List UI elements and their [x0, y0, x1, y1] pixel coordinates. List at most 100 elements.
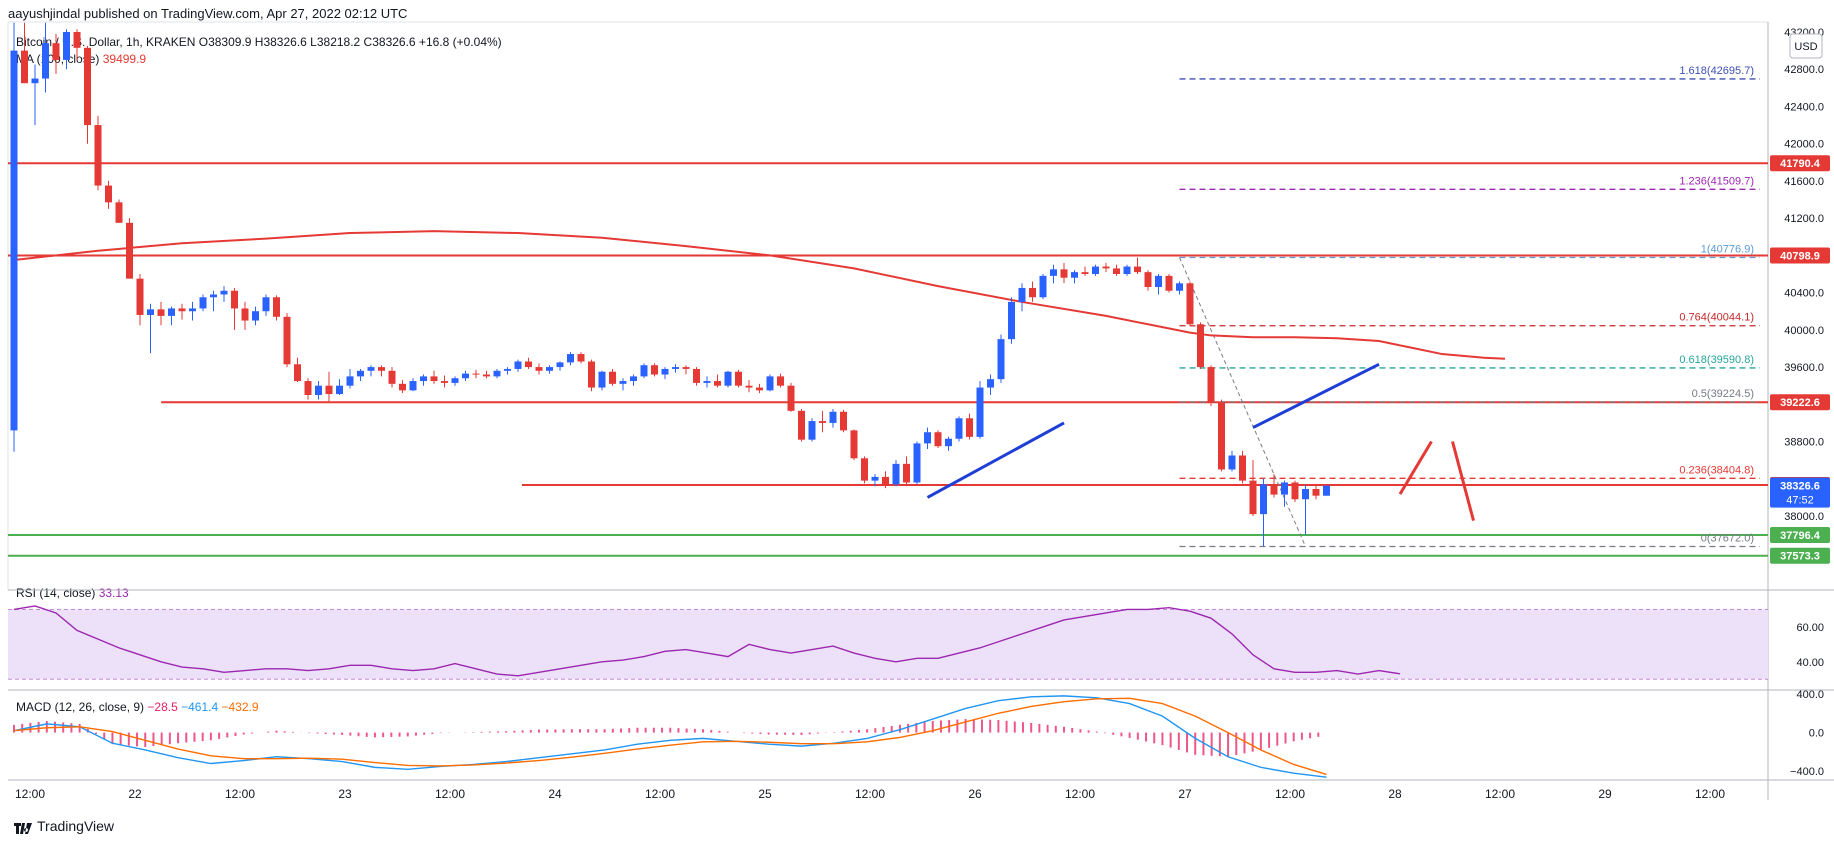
price-label-text: 41790.4: [1780, 158, 1821, 170]
candle-body: [1050, 269, 1057, 276]
fib-level-label: 1.618(42695.7): [1679, 65, 1754, 77]
candle-body: [1260, 484, 1267, 515]
candle: [1291, 480, 1299, 503]
candle: [682, 365, 690, 375]
candle: [462, 370, 469, 382]
candle: [1270, 474, 1278, 498]
candle-body: [231, 290, 238, 309]
legend-macd[interactable]: MACD (12, 26, close, 9) −28.5 −461.4 −43…: [16, 700, 259, 714]
candle: [756, 383, 763, 394]
candle: [724, 370, 732, 388]
projection-line: [1398, 440, 1433, 495]
candle-body: [115, 202, 123, 223]
candle: [850, 429, 858, 461]
legend-symbol[interactable]: Bitcoin / U.S. Dollar, 1h, KRAKEN: [16, 35, 196, 49]
candle-body: [871, 476, 879, 481]
candle-body: [609, 371, 616, 384]
candle-body: [525, 361, 532, 368]
candle-body: [21, 50, 28, 84]
candle: [483, 370, 490, 379]
candle: [1239, 450, 1246, 484]
candle: [598, 370, 606, 391]
rsi-tick-label: 40.00: [1796, 657, 1824, 669]
candle-body: [178, 308, 186, 312]
candle: [1134, 257, 1141, 274]
candle-body: [84, 47, 91, 126]
candle: [430, 370, 438, 384]
candle: [787, 382, 795, 412]
candle: [378, 365, 385, 377]
candle: [199, 294, 207, 312]
candle-body: [388, 370, 396, 384]
candle-body: [682, 367, 690, 369]
price-label-text: 37796.4: [1780, 530, 1821, 542]
candle-body: [1239, 455, 1246, 481]
time-tick-label: 12:00: [15, 787, 45, 801]
candle: [840, 409, 847, 433]
countdown-label: 47:52: [1786, 495, 1814, 507]
time-tick-label: 12:00: [645, 787, 675, 801]
candle-body: [955, 418, 963, 439]
candle-body: [147, 309, 154, 315]
candle: [1165, 274, 1173, 293]
candle: [1081, 266, 1089, 276]
time-tick-label: 12:00: [1695, 787, 1725, 801]
candle: [609, 368, 616, 386]
candle: [955, 416, 963, 442]
candle: [1060, 262, 1068, 284]
candle-body: [73, 32, 81, 48]
candle-body: [567, 354, 574, 363]
candle-body: [126, 222, 133, 279]
candle-body: [1270, 484, 1278, 495]
legend-main: Bitcoin / U.S. Dollar, 1h, KRAKEN O38309…: [16, 35, 502, 49]
candle-body: [94, 125, 102, 186]
candle-body: [357, 370, 364, 377]
candle-body: [735, 371, 742, 386]
candle: [357, 368, 364, 382]
time-tick-label: 12:00: [1065, 787, 1095, 801]
candle: [661, 367, 669, 380]
candle: [147, 303, 154, 354]
candle: [73, 29, 81, 60]
candle-body: [483, 374, 490, 377]
candle: [441, 375, 448, 388]
candle: [273, 295, 280, 321]
candle-body: [1102, 266, 1110, 269]
candle: [766, 374, 774, 392]
candle: [882, 471, 889, 489]
candle-body: [31, 78, 39, 84]
candle-body: [241, 308, 249, 321]
candle-body: [378, 367, 385, 371]
candle-body: [199, 297, 207, 309]
candle: [325, 371, 333, 402]
candle: [577, 352, 585, 364]
candle: [1186, 281, 1194, 327]
candle: [31, 64, 39, 126]
candle: [94, 115, 102, 191]
projection-line: [1451, 441, 1475, 522]
time-tick-label: 22: [128, 787, 142, 801]
candle: [136, 274, 144, 326]
candle: [1018, 283, 1026, 312]
candle: [294, 357, 301, 382]
fib-level-label: 0(37672.0): [1701, 533, 1754, 545]
candle: [451, 376, 459, 386]
candle: [168, 306, 175, 326]
candle-body: [619, 381, 627, 384]
candle: [304, 378, 312, 400]
price-tick-label: 41600.0: [1784, 176, 1824, 188]
currency-box: [1789, 33, 1823, 59]
candle: [189, 301, 196, 321]
price-label-text: 40798.9: [1780, 250, 1820, 262]
tradingview-brand[interactable]: TradingView: [14, 818, 114, 834]
time-tick-label: 24: [548, 787, 562, 801]
time-tick-label: 28: [1388, 787, 1402, 801]
price-tick-label: 39600.0: [1784, 362, 1824, 374]
price-label-text: 37573.3: [1780, 551, 1820, 563]
trendline-blue-2: [1252, 362, 1380, 429]
candle-body: [462, 373, 469, 379]
candle-body: [808, 421, 816, 440]
candle: [241, 301, 249, 330]
candle: [1218, 399, 1225, 472]
